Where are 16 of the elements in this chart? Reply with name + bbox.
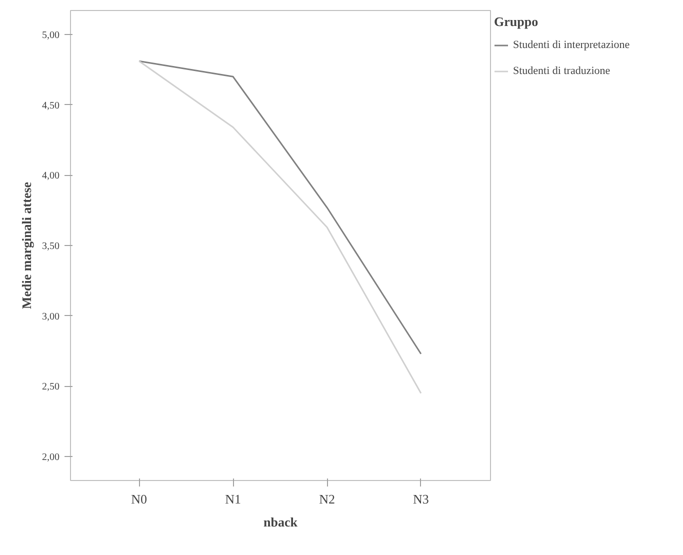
y-tick-label: 3,50 — [42, 241, 60, 252]
y-tick-label: 5,00 — [42, 30, 60, 41]
x-axis-title: nback — [264, 514, 298, 530]
legend-title: Gruppo — [494, 14, 540, 30]
y-tick-label: 2,00 — [42, 452, 60, 464]
y-tick-label: 4,00 — [42, 170, 60, 182]
legend-label: Studenti di interpretazione — [513, 39, 630, 51]
x-tick-label: N0 — [131, 492, 148, 506]
y-axis-title: Medie marginali attese — [19, 182, 34, 310]
y-tick-label: 4,50 — [42, 100, 60, 112]
legend-label: Studenti di traduzione — [513, 65, 610, 77]
x-tick-label: N2 — [319, 492, 335, 506]
y-tick-label: 2,50 — [42, 382, 60, 393]
y-tick-label: 3,00 — [42, 311, 60, 322]
x-tick-label: N1 — [225, 492, 241, 506]
x-tick-label: N3 — [413, 492, 429, 506]
